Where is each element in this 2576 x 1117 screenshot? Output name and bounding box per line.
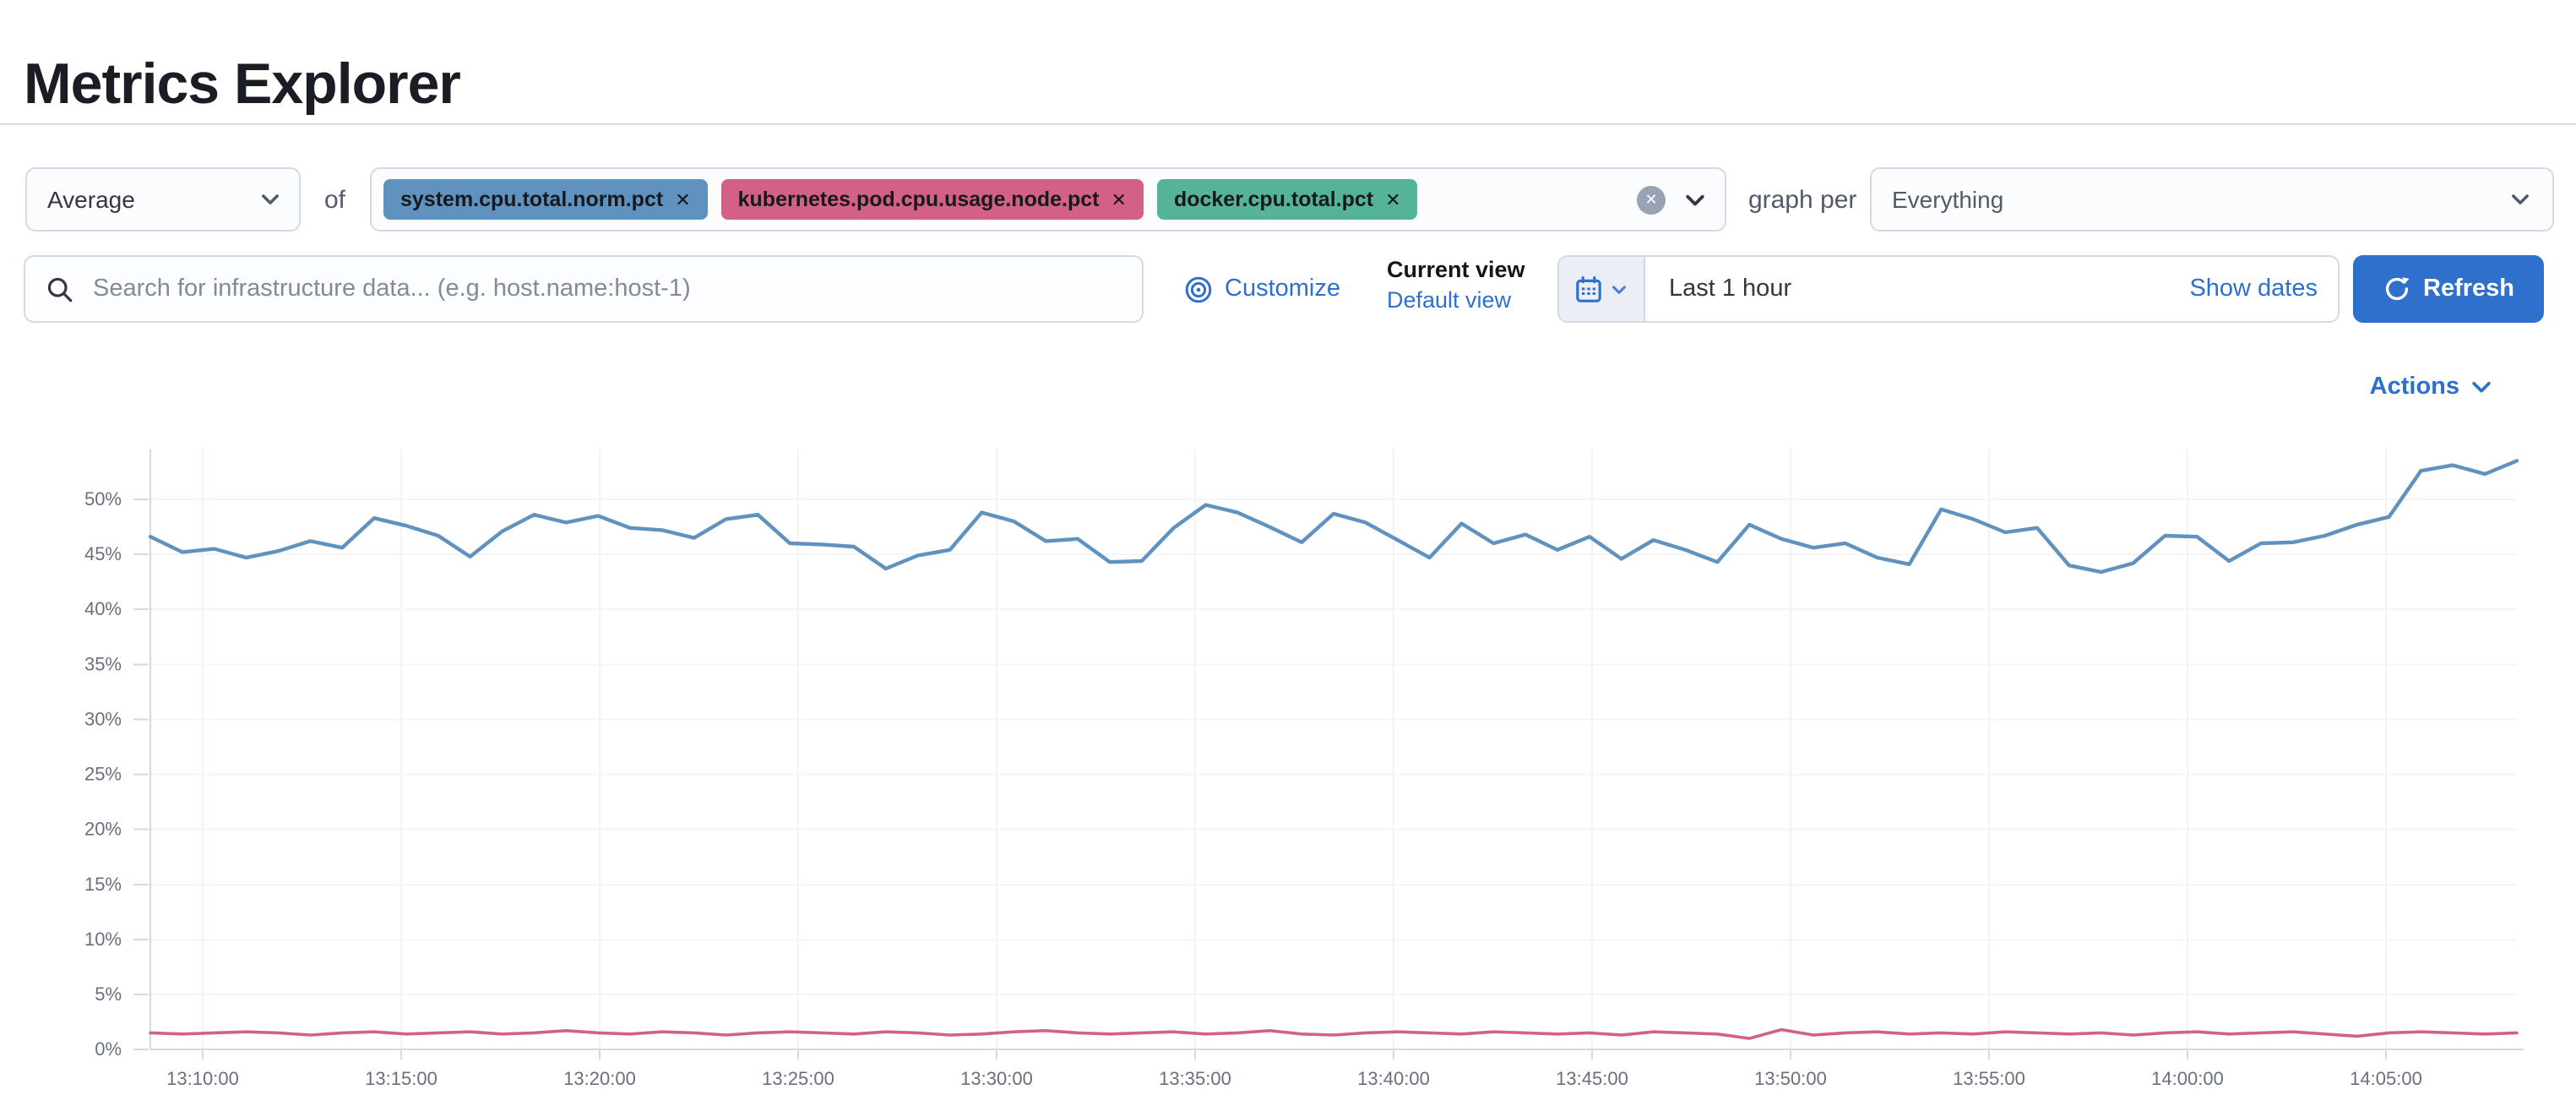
- view-selector: Current view Default view: [1387, 257, 1525, 313]
- remove-metric-icon[interactable]: ✕: [1111, 190, 1127, 210]
- metric-tag-label: system.cpu.total.norm.pct: [400, 188, 664, 211]
- svg-text:20%: 20%: [84, 819, 122, 840]
- metrics-combobox[interactable]: system.cpu.total.norm.pct ✕ kubernetes.pod…: [370, 167, 1726, 232]
- svg-text:13:25:00: 13:25:00: [762, 1068, 834, 1089]
- search-input[interactable]: [90, 274, 1122, 304]
- svg-text:13:35:00: 13:35:00: [1159, 1068, 1231, 1089]
- svg-text:15%: 15%: [84, 874, 122, 895]
- group-by-select[interactable]: Everything: [1870, 167, 2554, 232]
- metric-tag[interactable]: kubernetes.pod.cpu.usage.node.pct ✕: [720, 179, 1144, 220]
- svg-text:13:15:00: 13:15:00: [365, 1068, 437, 1089]
- svg-text:10%: 10%: [84, 929, 122, 950]
- svg-text:14:00:00: 14:00:00: [2151, 1068, 2224, 1089]
- page-title: Metrics Explorer: [24, 52, 461, 117]
- chevron-down-icon: [1610, 280, 1628, 298]
- show-dates-button[interactable]: Show dates: [2189, 275, 2318, 302]
- clear-all-icon[interactable]: ✕: [1637, 185, 1666, 214]
- default-view-link[interactable]: Default view: [1387, 287, 1512, 313]
- combobox-controls: ✕: [1637, 185, 1708, 214]
- aggregation-value: Average: [47, 186, 135, 213]
- svg-text:5%: 5%: [95, 984, 122, 1005]
- svg-text:0%: 0%: [95, 1038, 122, 1060]
- svg-text:13:10:00: 13:10:00: [166, 1068, 239, 1089]
- time-picker: Last 1 hour Show dates: [1557, 255, 2340, 323]
- header-divider: [0, 123, 2576, 125]
- metric-controls-row: Average of system.cpu.total.norm.pct ✕ kub…: [0, 167, 2576, 232]
- chevron-down-icon: [2508, 188, 2532, 211]
- customize-button[interactable]: Customize: [1184, 255, 1340, 323]
- bullseye-icon: [1184, 275, 1213, 303]
- actions-menu-button[interactable]: Actions: [2370, 373, 2493, 400]
- svg-text:14:05:00: 14:05:00: [2350, 1068, 2422, 1089]
- metric-tag-label: docker.cpu.total.pct: [1173, 188, 1374, 211]
- svg-text:25%: 25%: [84, 764, 122, 785]
- metrics-chart[interactable]: 13:10:00 13:15:00 13:20:00 13:25:00 13:30:00…: [0, 433, 2576, 1109]
- chevron-down-icon: [258, 188, 282, 211]
- svg-text:13:20:00: 13:20:00: [563, 1068, 636, 1089]
- refresh-icon: [2383, 275, 2410, 302]
- group-by-value: Everything: [1892, 186, 2004, 213]
- svg-text:35%: 35%: [84, 653, 122, 674]
- refresh-label: Refresh: [2423, 275, 2514, 302]
- svg-text:13:45:00: 13:45:00: [1556, 1068, 1628, 1089]
- quick-select-button[interactable]: [1559, 257, 1645, 321]
- aggregation-select[interactable]: Average: [25, 167, 301, 232]
- search-icon: [46, 275, 74, 303]
- remove-metric-icon[interactable]: ✕: [675, 190, 691, 210]
- svg-text:50%: 50%: [84, 488, 122, 509]
- of-label: of: [324, 185, 346, 214]
- customize-label: Customize: [1225, 275, 1340, 302]
- svg-text:45%: 45%: [84, 543, 122, 564]
- toolbar-row: Customize Current view Default view: [0, 255, 2576, 323]
- actions-label: Actions: [2369, 373, 2459, 400]
- calendar-icon: [1574, 275, 1603, 303]
- metric-tag-label: kubernetes.pod.cpu.usage.node.pct: [737, 188, 1100, 211]
- metric-tag-list: system.cpu.total.norm.pct ✕ kubernetes.pod…: [383, 179, 1418, 220]
- metric-tag[interactable]: docker.cpu.total.pct ✕: [1156, 179, 1418, 220]
- chevron-down-icon[interactable]: [1682, 187, 1708, 212]
- chevron-down-icon: [2470, 375, 2493, 399]
- search-box: [24, 255, 1144, 323]
- svg-text:13:30:00: 13:30:00: [960, 1068, 1033, 1089]
- current-view-label: Current view: [1387, 257, 1525, 282]
- svg-text:30%: 30%: [84, 708, 122, 729]
- metrics-chart-svg: 13:10:00 13:15:00 13:20:00 13:25:00 13:30:00…: [84, 450, 2524, 1089]
- svg-text:13:40:00: 13:40:00: [1357, 1068, 1430, 1089]
- remove-metric-icon[interactable]: ✕: [1385, 190, 1401, 210]
- time-range-value[interactable]: Last 1 hour: [1669, 275, 1792, 302]
- svg-text:13:50:00: 13:50:00: [1754, 1068, 1827, 1089]
- metric-tag[interactable]: system.cpu.total.norm.pct ✕: [383, 179, 708, 220]
- svg-text:40%: 40%: [84, 598, 122, 619]
- refresh-button[interactable]: Refresh: [2353, 255, 2544, 323]
- graph-per-label: graph per: [1748, 185, 1857, 214]
- svg-text:13:55:00: 13:55:00: [1953, 1068, 2025, 1089]
